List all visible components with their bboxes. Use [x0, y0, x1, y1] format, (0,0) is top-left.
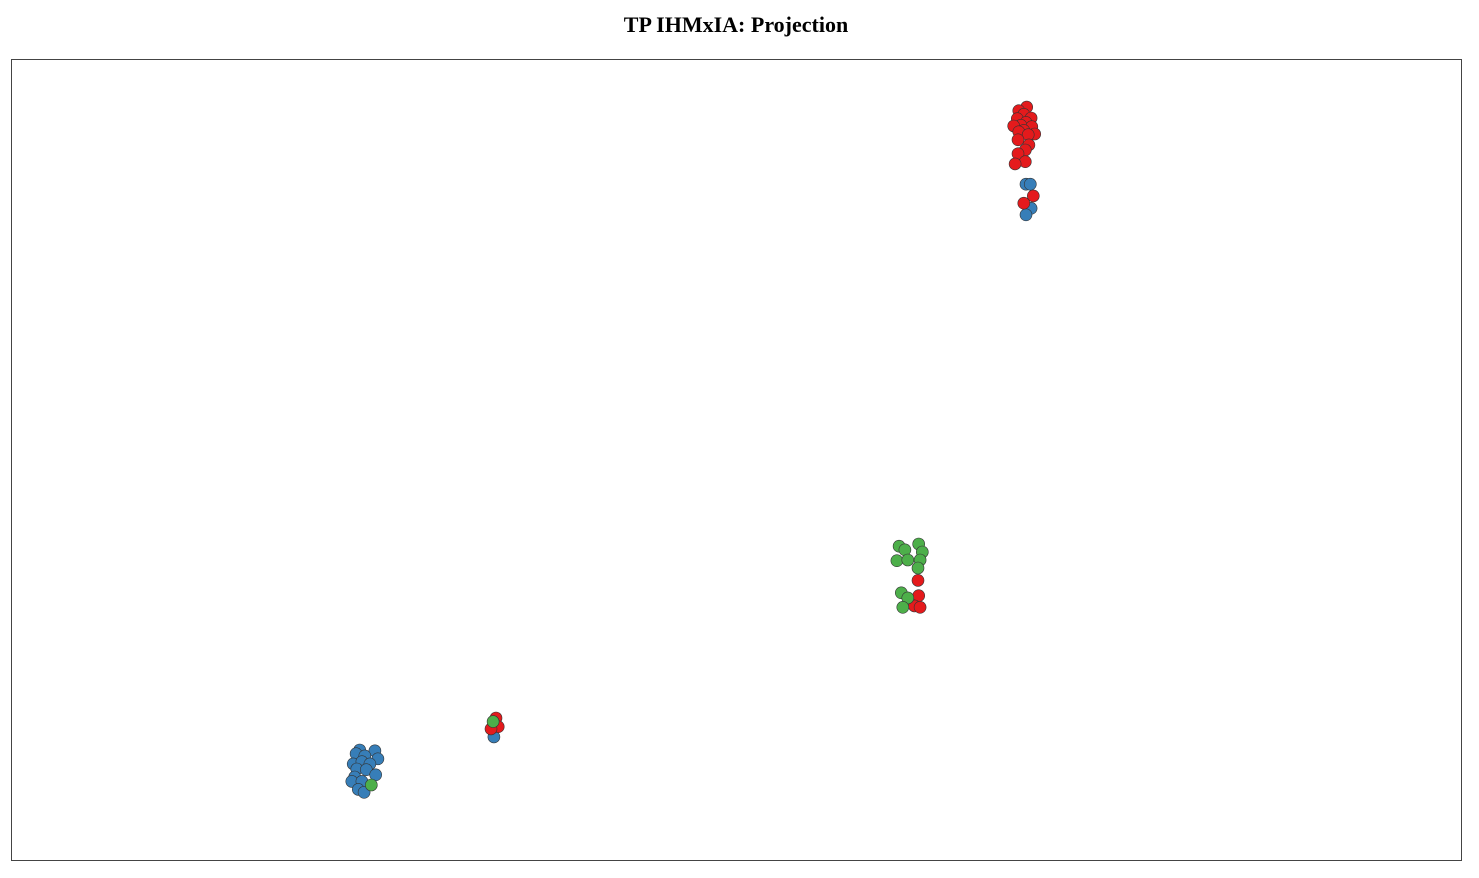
- scatter-point[interactable]: [1017, 196, 1031, 210]
- plot-frame: [11, 59, 1462, 861]
- chart-title: TP IHMxIA: Projection: [623, 12, 849, 37]
- scatter-point[interactable]: [896, 600, 910, 614]
- scatter-point[interactable]: [901, 553, 915, 567]
- scatter-point[interactable]: [1019, 155, 1032, 168]
- scatter-point[interactable]: [911, 561, 925, 575]
- scatter-point[interactable]: [890, 554, 904, 568]
- scatter-point[interactable]: [1008, 157, 1022, 171]
- scatter-point[interactable]: [913, 600, 927, 614]
- scatter-point[interactable]: [1011, 133, 1025, 147]
- scatter-point[interactable]: [1024, 177, 1037, 191]
- scatter-point[interactable]: [911, 574, 925, 587]
- scatter-point[interactable]: [364, 778, 378, 792]
- points-layer: [345, 100, 1041, 799]
- scatter-point[interactable]: [1027, 189, 1040, 203]
- scatter-point[interactable]: [1019, 208, 1033, 222]
- scatter-point[interactable]: [486, 715, 500, 728]
